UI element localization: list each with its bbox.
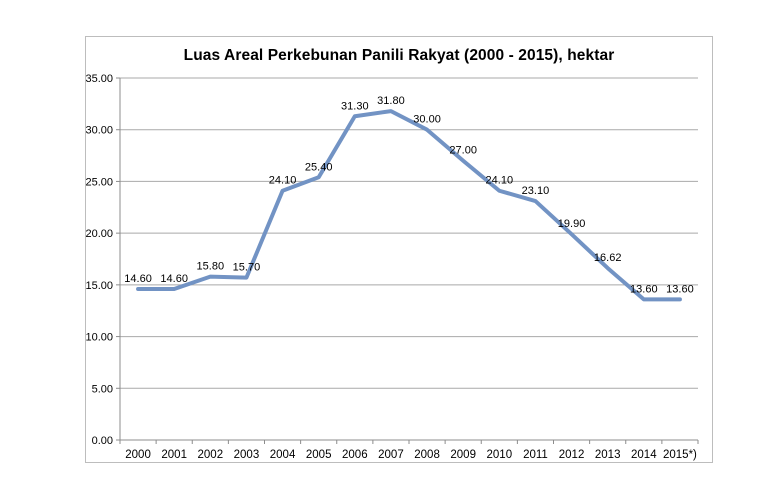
x-tick-label: 2009	[450, 449, 476, 461]
data-label: 27.00	[449, 145, 477, 157]
data-label: 24.10	[486, 175, 514, 187]
data-label: 19.90	[558, 218, 586, 230]
data-label: 31.30	[341, 100, 369, 112]
x-tick-label: 2005	[306, 449, 332, 461]
x-tick-label: 2010	[487, 449, 513, 461]
x-tick-label: 2002	[198, 449, 224, 461]
y-tick-label: 10.00	[86, 332, 113, 344]
x-tick-label: 2012	[559, 449, 585, 461]
data-label: 13.60	[666, 283, 694, 295]
data-label: 24.10	[269, 175, 297, 187]
data-label: 15.70	[233, 262, 261, 274]
data-label: 13.60	[630, 283, 658, 295]
chart-frame: Luas Areal Perkebunan Panili Rakyat (200…	[85, 36, 713, 463]
y-tick-label: 20.00	[86, 228, 113, 240]
x-tick-label: 2006	[342, 449, 368, 461]
y-tick-label: 15.00	[86, 280, 113, 292]
y-tick-label: 25.00	[86, 176, 113, 188]
y-tick-label: 5.00	[92, 383, 113, 395]
chart-title: Luas Areal Perkebunan Panili Rakyat (200…	[183, 47, 615, 64]
y-tick-label: 35.00	[86, 73, 113, 85]
y-tick-label: 0.00	[92, 435, 113, 447]
data-label: 25.40	[305, 161, 333, 173]
x-tick-label: 2000	[125, 449, 151, 461]
x-tick-label: 2003	[234, 449, 260, 461]
x-tick-label: 2007	[378, 449, 404, 461]
x-tick-label: 2011	[523, 449, 548, 461]
data-label: 16.62	[594, 252, 622, 264]
data-label: 31.80	[377, 95, 405, 107]
x-tick-label: 2014	[631, 449, 657, 461]
x-tick-label: 2001	[161, 449, 187, 461]
data-label: 23.10	[522, 185, 550, 197]
data-label: 30.00	[413, 114, 441, 126]
series-line	[136, 109, 682, 302]
x-tick-label: 2013	[595, 449, 621, 461]
y-tick-label: 30.00	[86, 125, 113, 137]
x-tick-label: 2008	[414, 449, 440, 461]
data-label: 14.60	[124, 273, 152, 285]
x-tick-label: 2004	[270, 449, 296, 461]
data-label: 14.60	[160, 273, 188, 285]
x-tick-label: 2015*)	[663, 449, 697, 461]
line-chart-svg: 0.00 5.00 10.00 15.00 20.00 25.00 30.00 35.00 20…	[86, 73, 699, 461]
data-label: 15.80	[197, 261, 225, 273]
